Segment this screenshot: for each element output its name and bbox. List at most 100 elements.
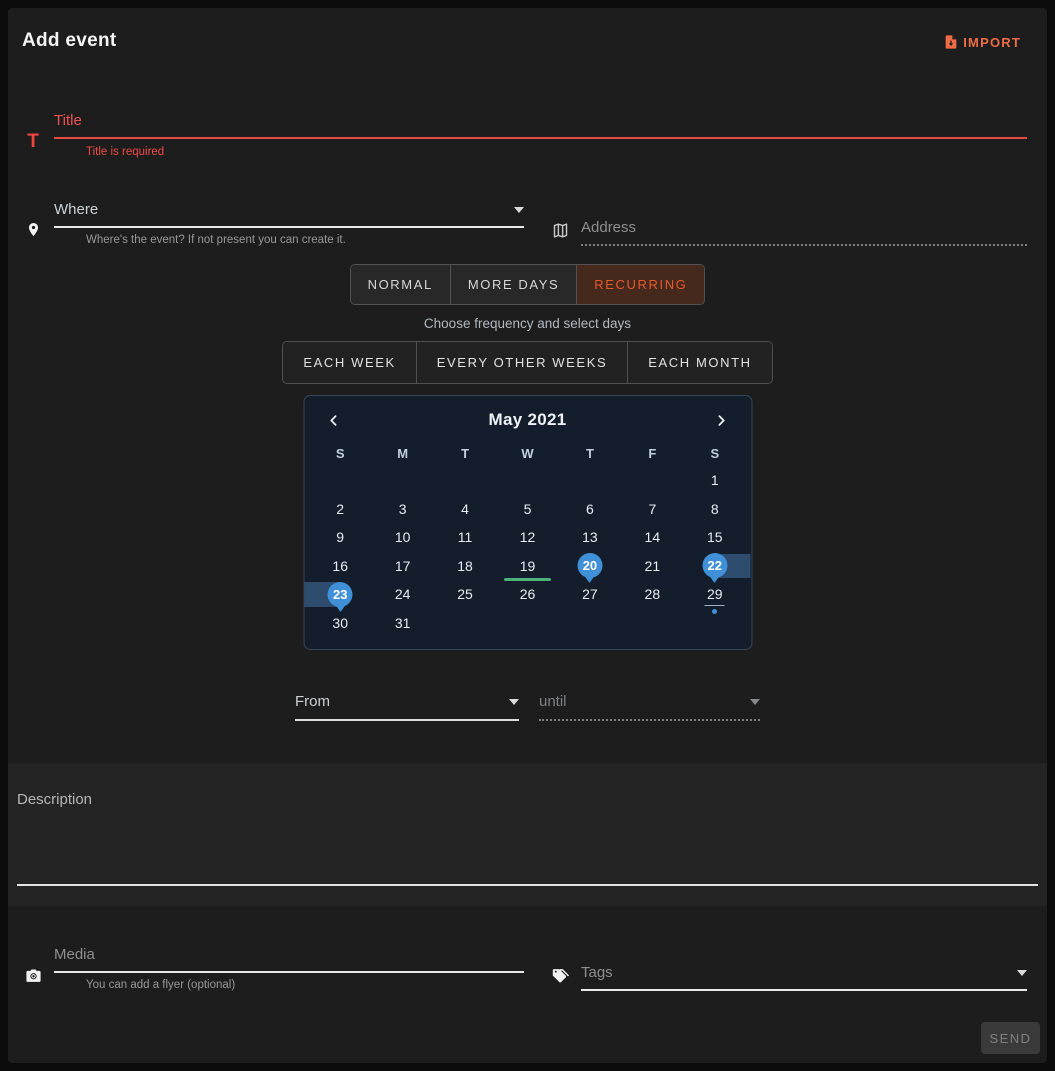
calendar-day[interactable]: 18 <box>434 552 496 581</box>
calendar-day[interactable]: 25 <box>434 580 496 609</box>
calendar-day[interactable]: 9 <box>309 523 371 552</box>
camera-icon <box>22 967 44 984</box>
calendar-day[interactable]: 12 <box>496 523 558 552</box>
media-placeholder: Media <box>54 946 95 963</box>
calendar-day[interactable]: 7 <box>621 495 683 524</box>
calendar-day-number: 28 <box>644 586 661 603</box>
calendar-day-number: 6 <box>586 500 594 517</box>
calendar-day-of-week: S <box>710 445 720 461</box>
calendar-day-number: 4 <box>461 500 469 517</box>
calendar-day[interactable]: 17 <box>371 552 433 581</box>
calendar-day[interactable]: 15 <box>684 523 746 552</box>
calendar-next-button[interactable] <box>706 406 736 434</box>
calendar-day-number: 30 <box>332 614 348 631</box>
calendar-day-number: 15 <box>706 529 723 546</box>
calendar-day[interactable]: 8 <box>684 495 746 524</box>
from-time-select[interactable]: From <box>295 693 519 721</box>
calendar-day[interactable]: 27 <box>559 580 621 609</box>
calendar-day-of-week: T <box>585 445 594 461</box>
calendar-day[interactable]: 28 <box>621 580 683 609</box>
frequency-each-month-button[interactable]: EACH MONTH <box>627 342 772 383</box>
calendar-day[interactable]: 24 <box>371 580 433 609</box>
calendar-day-number: 25 <box>457 586 473 603</box>
calendar-day[interactable]: 20 <box>559 552 621 581</box>
calendar-day-empty <box>496 609 558 638</box>
calendar-day[interactable]: 11 <box>434 523 496 552</box>
until-time-select[interactable]: until <box>539 693 760 721</box>
calendar-day-number: 1 <box>710 472 719 489</box>
frequency-each-week-button[interactable]: EACH WEEK <box>283 342 416 383</box>
location-pin-icon <box>22 220 44 239</box>
calendar-day[interactable]: 16 <box>309 552 371 581</box>
calendar-day-empty <box>559 609 621 638</box>
title-error-text: Title is required <box>86 146 165 158</box>
calendar-day[interactable]: 26 <box>496 580 558 609</box>
calendar-day[interactable]: 31 <box>371 609 433 638</box>
calendar-day-number: 14 <box>644 529 661 546</box>
media-field: Media You can add a flyer (optional) <box>22 946 524 991</box>
address-field: Address <box>549 201 1027 246</box>
calendar-day-number: 11 <box>457 529 473 546</box>
tab-more-days[interactable]: MORE DAYS <box>449 265 577 304</box>
calendar-day-number: 3 <box>398 500 407 517</box>
calendar-day[interactable]: 3 <box>371 495 433 524</box>
tab-normal[interactable]: NORMAL <box>350 265 450 304</box>
calendar-day-number: 24 <box>394 586 411 603</box>
title-input[interactable]: Title <box>54 112 1027 139</box>
media-helper-text: You can add a flyer (optional) <box>86 979 236 991</box>
calendar-day-number: 17 <box>394 557 411 574</box>
page-title: Add event <box>22 30 117 51</box>
media-input[interactable]: Media <box>54 946 524 973</box>
title-text-icon: T <box>27 131 39 152</box>
chevron-down-icon <box>1017 969 1027 976</box>
calendar-day-empty <box>434 466 496 495</box>
where-field: Where Where's the event? If not present … <box>22 201 524 246</box>
tab-recurring[interactable]: RECURRING <box>576 265 705 304</box>
calendar-day[interactable]: 10 <box>371 523 433 552</box>
description-section: Description <box>8 763 1047 906</box>
calendar-day[interactable]: 5 <box>496 495 558 524</box>
calendar-day-number: 19 <box>519 557 536 574</box>
calendar-day[interactable]: 30 <box>309 609 371 638</box>
calendar: May 2021 S M T W T F S 1 2 3 4 5 6 7 8 9 10 11 12 13 14 15 16 1… <box>303 395 752 650</box>
calendar-day[interactable]: 19 <box>496 552 558 581</box>
frequency-every-other-weeks-button[interactable]: EVERY OTHER WEEKS <box>415 342 628 383</box>
calendar-day[interactable]: 29 <box>684 580 746 609</box>
calendar-day-empty <box>496 466 558 495</box>
calendar-day-of-week: S <box>335 445 345 461</box>
calendar-day[interactable]: 6 <box>559 495 621 524</box>
where-helper-text: Where's the event? If not present you ca… <box>86 234 346 246</box>
calendar-day-empty <box>621 466 683 495</box>
map-icon <box>549 222 571 239</box>
calendar-day[interactable]: 23 <box>303 580 371 609</box>
calendar-day-of-week: T <box>461 445 470 461</box>
time-range-row: From until <box>8 693 1047 721</box>
media-tags-row: Media You can add a flyer (optional) Tag… <box>22 946 1027 991</box>
calendar-day[interactable]: 2 <box>309 495 371 524</box>
calendar-day[interactable]: 14 <box>621 523 683 552</box>
frequency-hint: Choose frequency and select days <box>423 316 632 331</box>
where-label: Where <box>54 201 99 218</box>
calendar-day-number: 16 <box>332 557 348 574</box>
tags-placeholder: Tags <box>581 964 613 981</box>
calendar-day[interactable]: 1 <box>684 466 746 495</box>
tags-field: Tags <box>549 946 1027 991</box>
send-button[interactable]: SEND <box>981 1022 1040 1054</box>
description-input[interactable] <box>17 884 1038 886</box>
calendar-day-number: 27 <box>582 586 598 603</box>
calendar-day-number: 2 <box>336 500 345 517</box>
calendar-day-number: 8 <box>710 500 719 517</box>
calendar-prev-button[interactable] <box>319 406 349 434</box>
tags-select[interactable]: Tags <box>581 964 1027 991</box>
calendar-grid: S M T W T F S 1 2 3 4 5 6 7 8 9 10 11 12 13 14 15 16 17 18 19 20 21… <box>303 440 752 638</box>
calendar-day[interactable]: 21 <box>621 552 683 581</box>
where-select[interactable]: Where <box>54 201 524 228</box>
calendar-day[interactable]: 22 <box>684 552 752 581</box>
calendar-day-number: 12 <box>519 529 536 546</box>
import-button[interactable]: IMPORT <box>943 34 1021 50</box>
address-input[interactable]: Address <box>581 219 1027 246</box>
from-label: From <box>295 693 330 710</box>
calendar-day-empty <box>309 466 371 495</box>
calendar-day[interactable]: 4 <box>434 495 496 524</box>
calendar-day[interactable]: 13 <box>559 523 621 552</box>
